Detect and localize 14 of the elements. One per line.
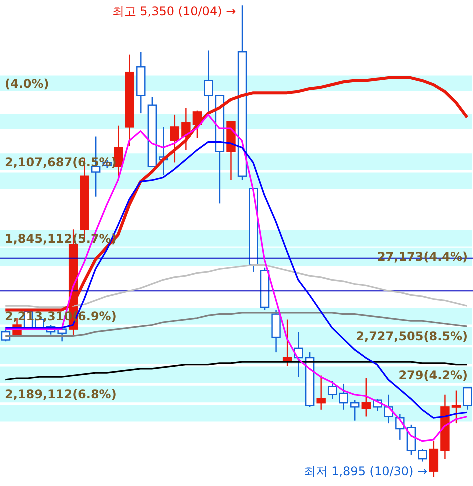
candlestick — [362, 378, 371, 418]
band-label: 2,727,505(8.5%) — [356, 329, 468, 344]
candlestick — [418, 448, 428, 462]
candlestick — [452, 390, 462, 424]
band-label: 2,189,112(6.8%) — [5, 387, 117, 402]
candlestick — [170, 114, 180, 164]
annotation: 최저 1,895 (10/30) → — [304, 464, 428, 479]
candlestick — [282, 319, 292, 367]
candlestick — [429, 440, 439, 478]
band-label: 279(4.2%) — [398, 368, 468, 382]
annotation: 최고 5,350 (10/04) → — [112, 4, 236, 19]
band-label: (4.0%) — [5, 76, 50, 91]
candlestick — [316, 375, 326, 411]
candlestick — [406, 424, 416, 456]
